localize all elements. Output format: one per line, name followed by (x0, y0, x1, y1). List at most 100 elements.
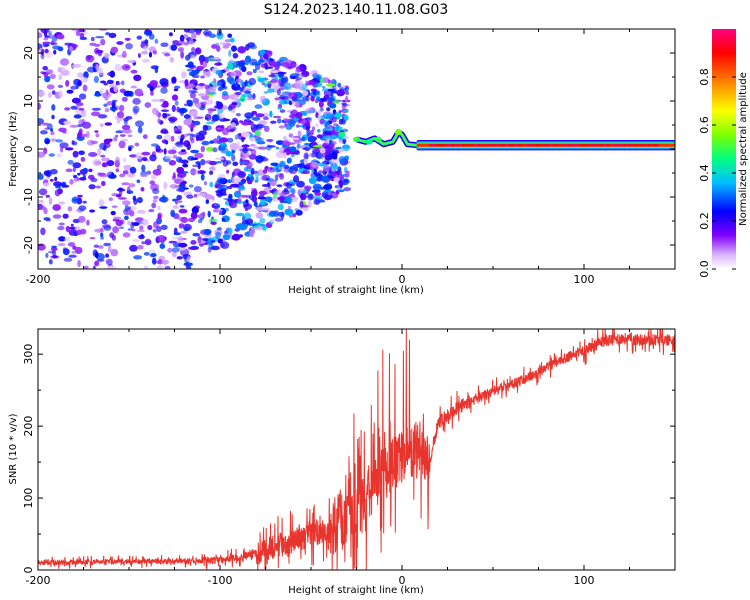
spectrogram-noise-blob (229, 142, 239, 151)
spectrogram-noise-blob (288, 165, 298, 171)
spectrogram-noise-blob (263, 53, 269, 60)
spectrogram-noise-blob (122, 50, 127, 59)
spectrogram-noise-blob (310, 96, 315, 102)
spectrogram-noise-blob (65, 225, 71, 233)
spectrogram-tone-core (582, 144, 586, 147)
spectrogram-noise-blob (244, 208, 249, 212)
spectrogram-tone-core (473, 144, 476, 147)
spectrogram-tone-core (604, 144, 607, 147)
spectrogram-noise-blob (67, 242, 76, 247)
spectrogram-noise-blob (97, 114, 108, 119)
spectrogram-noise-blob (328, 139, 333, 145)
spectrogram-noise-blob (288, 92, 298, 100)
spectrogram-noise-blob (303, 185, 312, 191)
spectrogram-noise-blob (250, 170, 258, 174)
spectrogram-noise-blob (186, 194, 194, 199)
spectrogram-noise-blob (105, 253, 110, 258)
spectrogram-noise-blob (149, 85, 154, 92)
spectrogram-noise-blob (276, 118, 282, 124)
spectrogram-noise-blob (162, 112, 168, 119)
spectrogram-noise-blob (45, 194, 50, 198)
spectrogram-noise-blob (243, 167, 249, 172)
spectrogram-noise-blob (52, 255, 58, 258)
y-tick-label: 300 (22, 344, 35, 365)
spectrogram-noise-blob (208, 33, 217, 38)
spectrogram-noise-blob (283, 164, 290, 170)
spectrogram-noise-blob (69, 124, 79, 128)
spectrogram-noise-blob (104, 96, 109, 101)
spectrogram-noise-blob (60, 69, 70, 76)
spectrogram-noise-blob (78, 108, 85, 111)
spectrogram-tone-core (437, 144, 441, 147)
spectrogram-tone-core (647, 144, 651, 147)
spectrogram-noise-blob (262, 80, 272, 84)
spectrogram-noise-blob (197, 214, 204, 219)
spectrogram-noise-blob (176, 106, 181, 113)
spectrogram-noise-blob (252, 68, 257, 74)
spectrogram-noise-blob (314, 99, 319, 104)
spectrogram-noise-blob (171, 175, 177, 181)
spectrogram-noise-blob (136, 209, 146, 214)
spectrogram-noise-blob (175, 156, 183, 163)
spectrogram-noise-blob (229, 77, 236, 85)
spectrogram-noise-blob (167, 247, 173, 253)
spectrogram-tone-core (655, 144, 659, 147)
spectrogram-noise-blob (232, 52, 239, 59)
spectrogram-noise-blob (314, 172, 321, 177)
spectrogram-noise-blob (297, 130, 302, 138)
spectrogram-noise-blob (157, 213, 162, 220)
spectrogram-noise-blob (51, 245, 57, 249)
spectrogram-noise-blob (283, 187, 288, 193)
spectrogram-noise-blob (242, 147, 248, 154)
spectrogram-tone-core (546, 144, 550, 147)
spectrogram-noise-blob (110, 46, 119, 54)
spectrogram-noise-blob (227, 63, 234, 70)
spectrogram-marks (38, 29, 675, 269)
spectrogram-noise-blob (338, 149, 344, 153)
spectrogram-noise-blob (218, 137, 229, 143)
spectrogram-noise-blob (72, 162, 82, 169)
x-tick-label: -100 (208, 273, 233, 286)
spectrogram-noise-blob (188, 83, 195, 89)
spectrogram-tone-core (429, 144, 433, 147)
spectrogram-noise-blob (197, 93, 207, 97)
spectrogram-noise-blob (263, 91, 269, 94)
spectrogram-noise-blob (206, 121, 215, 125)
spectrogram-noise-blob (255, 155, 264, 163)
spectrogram-noise-blob (108, 174, 117, 179)
x-tick-label: 0 (399, 273, 406, 286)
spectrogram-noise-blob (330, 90, 338, 94)
spectrogram-noise-blob (188, 89, 197, 94)
spectrogram-noise-blob (194, 47, 202, 55)
spectrogram-noise-blob (40, 227, 46, 236)
spectrogram-tone-core (459, 144, 463, 147)
spectrogram-noise-blob (216, 135, 221, 140)
spectrogram-tone-core (617, 144, 621, 147)
spectrogram-noise-blob (149, 154, 157, 162)
spectrogram-noise-blob (99, 206, 108, 209)
spectrogram-noise-blob (270, 70, 279, 73)
spectrogram-noise-blob (38, 32, 43, 39)
spectrogram-noise-blob (247, 180, 253, 185)
spectrogram-noise-blob (98, 199, 105, 207)
spectrogram-noise-blob (318, 100, 324, 108)
colorbar-tick-label: 0.6 (698, 116, 711, 134)
spectrogram-noise-blob (112, 226, 119, 234)
spectrogram-noise-blob (292, 82, 302, 89)
spectrogram-tone-core (645, 144, 648, 147)
spectrogram-noise-blob (173, 85, 181, 89)
spectrogram-noise-blob (189, 92, 196, 99)
spectrogram-noise-blob (44, 48, 49, 54)
spectrogram-noise-blob (141, 241, 146, 245)
spectrogram-noise-blob (143, 30, 153, 36)
spectrogram-noise-blob (43, 182, 50, 187)
spectrogram-noise-blob (345, 170, 350, 178)
spectrogram-noise-blob (295, 209, 303, 216)
spectrogram-noise-blob (190, 55, 196, 59)
spectrogram-noise-blob (333, 126, 343, 129)
spectrogram-noise-blob (317, 153, 322, 160)
spectrogram-noise-blob (44, 139, 50, 145)
spectrogram-noise-blob (238, 186, 246, 191)
spectrogram-noise-blob (158, 197, 167, 203)
